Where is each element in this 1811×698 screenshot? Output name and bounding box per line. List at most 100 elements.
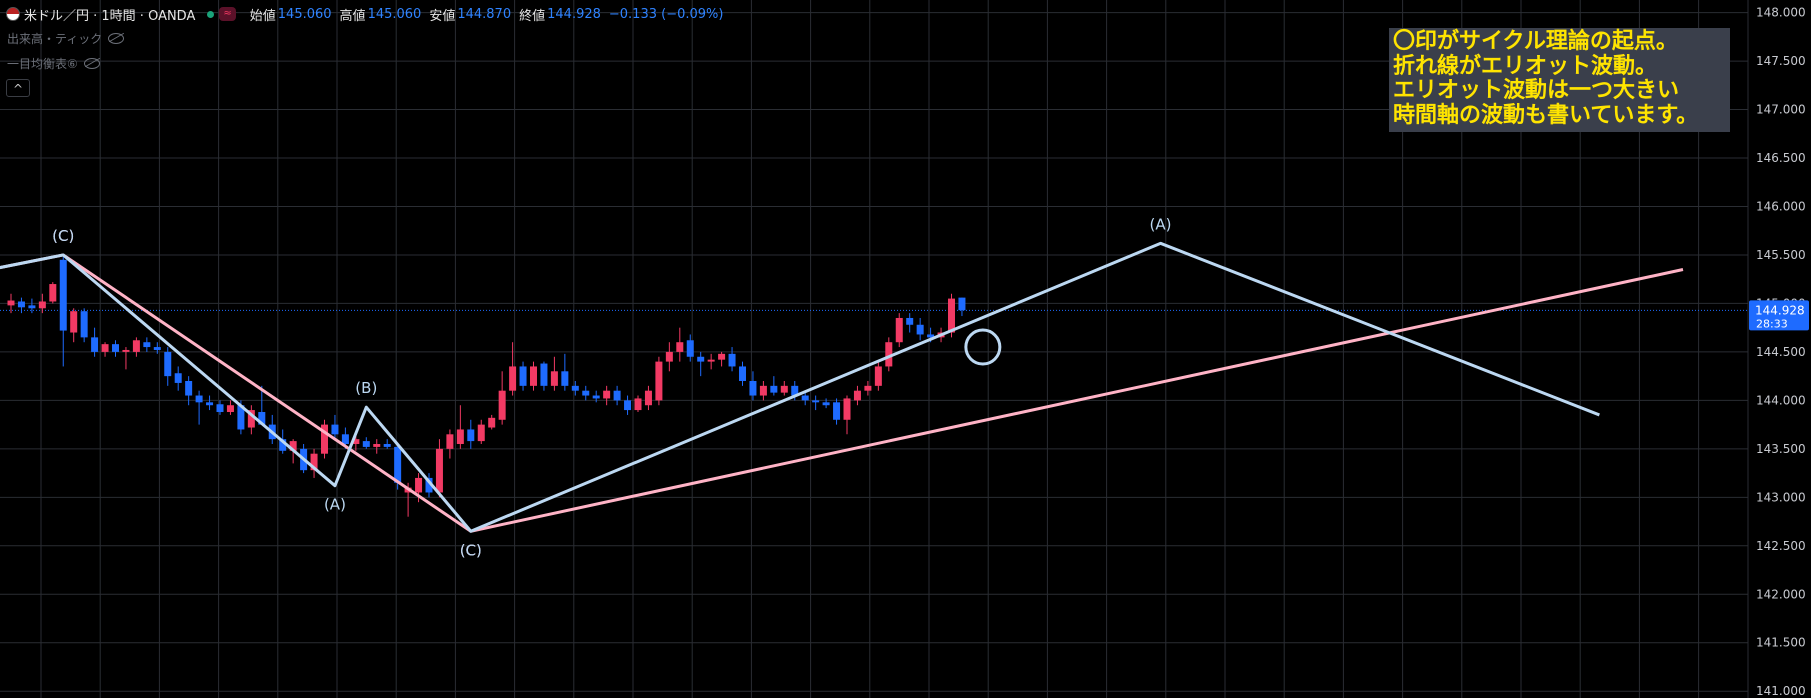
volume-indicator[interactable]: 出来高・ティック: [7, 30, 125, 47]
candle-body[interactable]: [718, 353, 726, 360]
candle-body[interactable]: [885, 342, 893, 367]
candle-body[interactable]: [759, 385, 767, 396]
candle-body[interactable]: [874, 366, 882, 386]
candle-body[interactable]: [383, 444, 391, 447]
candle-body[interactable]: [644, 390, 652, 406]
candle-body[interactable]: [237, 405, 245, 430]
candle-body[interactable]: [550, 371, 558, 386]
candle-body[interactable]: [415, 477, 423, 493]
candle-body[interactable]: [279, 439, 287, 451]
candle-body[interactable]: [456, 429, 464, 445]
candle-body[interactable]: [153, 347, 161, 350]
candle-body[interactable]: [728, 353, 736, 367]
candle-body[interactable]: [206, 402, 214, 406]
candle-body[interactable]: [634, 398, 642, 411]
candle-body[interactable]: [112, 344, 119, 352]
candle-body[interactable]: [467, 429, 475, 442]
bar-countdown: 28:33: [1756, 317, 1788, 330]
symbol-title[interactable]: 米ドル／円 · 1時間 · OANDA: [24, 8, 196, 24]
candle-body[interactable]: [916, 324, 924, 335]
candle-body[interactable]: [258, 412, 266, 425]
candle-body[interactable]: [707, 359, 715, 362]
candle-body[interactable]: [70, 311, 78, 333]
candle-body[interactable]: [655, 361, 663, 401]
data-badge[interactable]: ≈: [219, 7, 236, 21]
candle-body[interactable]: [749, 380, 757, 396]
candle-body[interactable]: [665, 351, 673, 362]
candle-body[interactable]: [582, 390, 590, 396]
candle-body[interactable]: [603, 390, 611, 399]
candle-body[interactable]: [498, 390, 506, 420]
candle-body[interactable]: [247, 410, 255, 428]
candle-body[interactable]: [38, 301, 46, 309]
candle-body[interactable]: [7, 300, 15, 306]
candle-body[interactable]: [195, 395, 203, 403]
candle-body[interactable]: [686, 340, 694, 357]
candle-body[interactable]: [446, 434, 454, 449]
candle-body[interactable]: [226, 405, 234, 413]
candle-body[interactable]: [739, 366, 746, 381]
candle-body[interactable]: [122, 349, 130, 352]
candle-body[interactable]: [624, 400, 632, 411]
candle-body[interactable]: [853, 390, 861, 401]
candle-body[interactable]: [143, 342, 151, 348]
candle-body[interactable]: [530, 366, 537, 386]
candle-body[interactable]: [49, 284, 57, 302]
candle-body[interactable]: [28, 305, 36, 309]
candle-body[interactable]: [519, 366, 527, 386]
candle-body[interactable]: [509, 366, 517, 391]
candle-body[interactable]: [80, 311, 88, 338]
candle-body[interactable]: [394, 446, 402, 483]
candle-body[interactable]: [352, 439, 360, 445]
candle-body[interactable]: [540, 363, 548, 386]
candle-body[interactable]: [676, 342, 684, 352]
candle-body[interactable]: [906, 317, 914, 325]
collapse-button[interactable]: ^: [6, 79, 30, 97]
candle-body[interactable]: [132, 340, 140, 352]
candle-body[interactable]: [770, 385, 778, 393]
candle-body[interactable]: [822, 402, 830, 406]
eye-hidden-icon[interactable]: [108, 33, 125, 44]
candle-body[interactable]: [613, 390, 621, 401]
candle-body[interactable]: [17, 301, 25, 308]
candle-body[interactable]: [164, 351, 172, 377]
candle-body[interactable]: [571, 385, 579, 391]
ichimoku-indicator[interactable]: 一目均衡表⑥: [7, 55, 100, 72]
candle-body[interactable]: [927, 334, 935, 338]
candle-body[interactable]: [780, 385, 788, 393]
candle-body[interactable]: [59, 259, 67, 331]
candle-body[interactable]: [958, 297, 966, 311]
candle-body[interactable]: [592, 395, 600, 399]
candle-body[interactable]: [948, 298, 955, 333]
candle-body[interactable]: [812, 400, 820, 403]
candle-body[interactable]: [289, 441, 297, 451]
candle-body[interactable]: [373, 444, 381, 447]
annotation-note[interactable]: 〇印がサイクル理論の起点。 折れ線がエリオット波動。 エリオット波動は一つ大きい…: [1389, 28, 1730, 132]
candle-body[interactable]: [488, 417, 496, 428]
candle-body[interactable]: [216, 404, 224, 413]
candle-body[interactable]: [331, 424, 339, 435]
cycle-start-marker[interactable]: [964, 328, 1002, 366]
candle-body[interactable]: [435, 448, 443, 493]
candle-body[interactable]: [561, 371, 569, 386]
candle-body[interactable]: [101, 344, 109, 352]
candle-body[interactable]: [864, 385, 872, 391]
candle-body[interactable]: [174, 373, 182, 383]
candle-body[interactable]: [362, 441, 370, 447]
candle-body[interactable]: [791, 385, 799, 396]
candle-body[interactable]: [321, 424, 328, 454]
candle-body[interactable]: [895, 317, 903, 343]
candle-body[interactable]: [91, 337, 99, 352]
currency-flag-icon: [6, 7, 20, 21]
candle-body[interactable]: [425, 477, 433, 493]
candle-body[interactable]: [843, 398, 851, 420]
candle-body[interactable]: [310, 453, 318, 471]
candle-body[interactable]: [801, 395, 809, 401]
candle-body[interactable]: [341, 434, 349, 445]
candle-body[interactable]: [477, 424, 485, 442]
candle-body[interactable]: [697, 356, 705, 362]
candle-body[interactable]: [185, 380, 193, 396]
elliott-wave-blue-line[interactable]: [0, 241, 1600, 533]
candle-body[interactable]: [833, 402, 841, 420]
eye-hidden-icon[interactable]: [83, 58, 100, 69]
